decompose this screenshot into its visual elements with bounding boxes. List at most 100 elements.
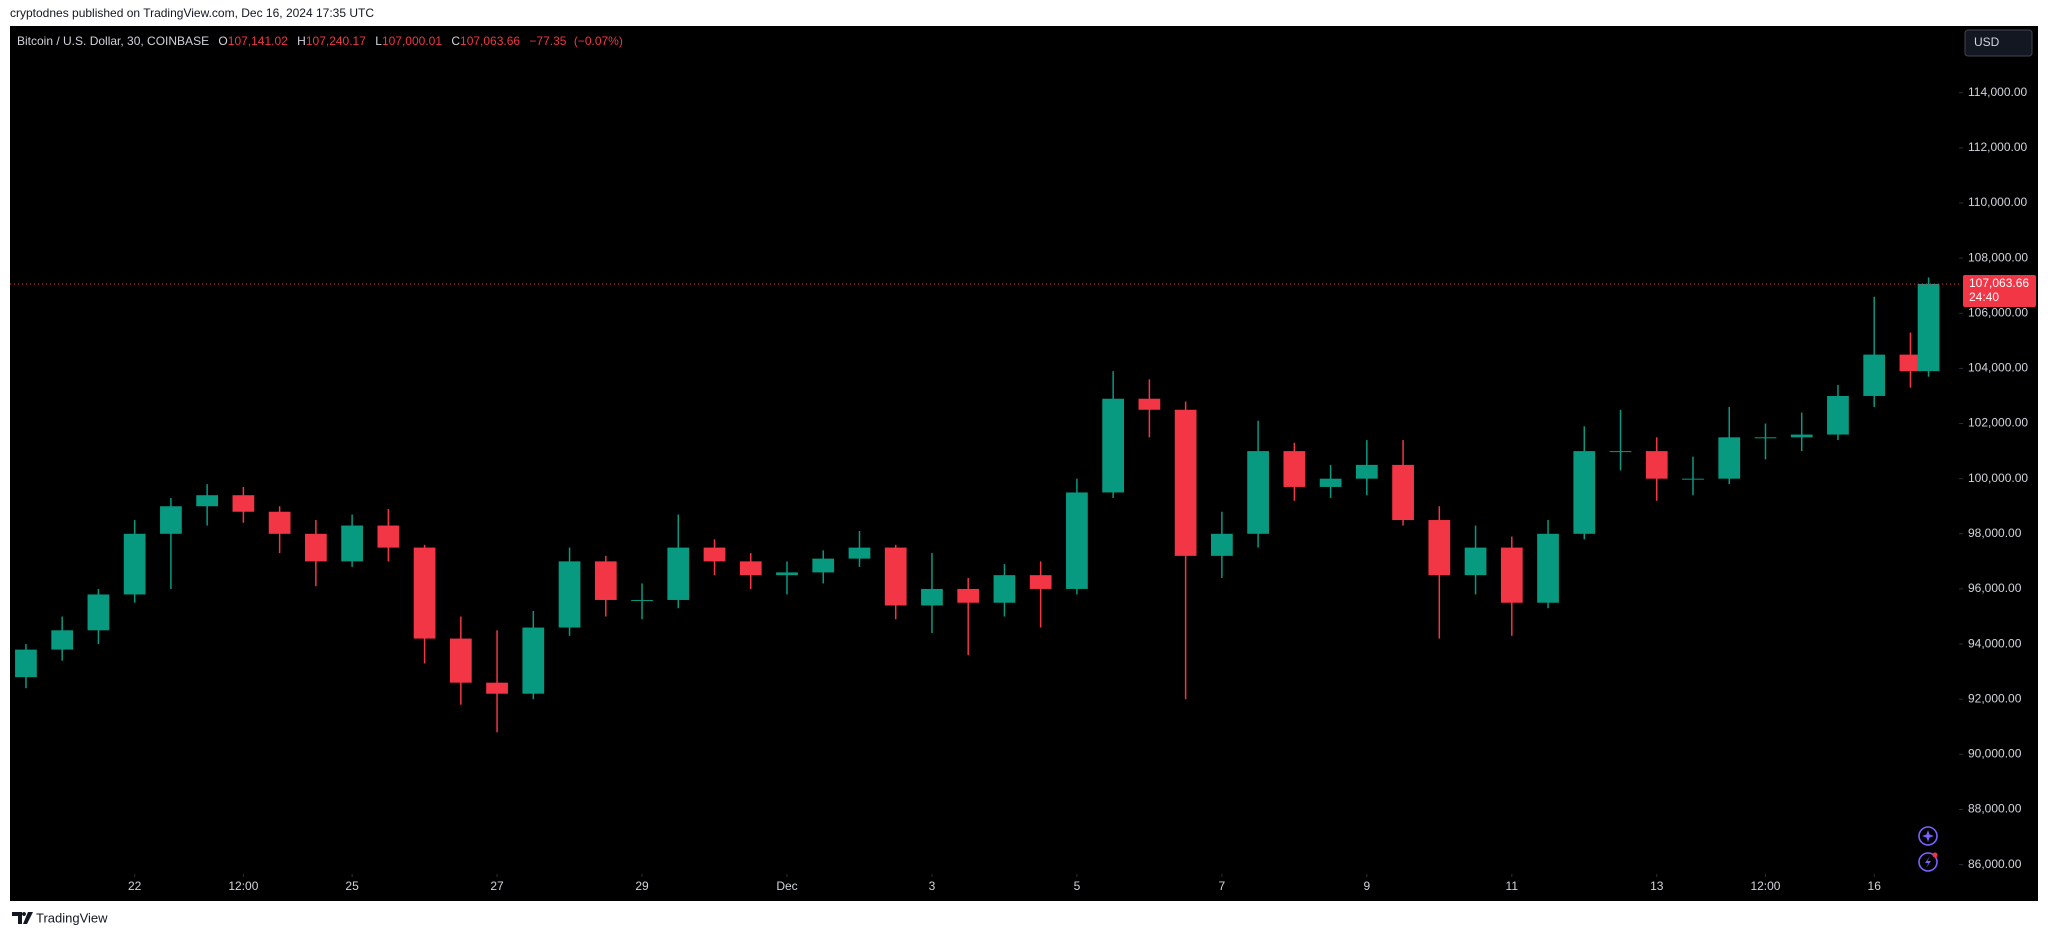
candle-body bbox=[739, 561, 762, 576]
x-tick-label: 3 bbox=[929, 879, 936, 893]
chart-background bbox=[10, 26, 2038, 901]
x-tick-label: 25 bbox=[345, 879, 359, 893]
y-tick-label: 94,000.00 bbox=[1968, 636, 2022, 650]
candle-body bbox=[1283, 451, 1306, 487]
candle-body bbox=[1211, 533, 1233, 556]
published-note: cryptodnes published on TradingView.com,… bbox=[10, 6, 374, 20]
candle-body bbox=[1066, 492, 1088, 589]
alerts-icon-bolt bbox=[1925, 856, 1931, 868]
y-tick-label: 108,000.00 bbox=[1968, 250, 2028, 264]
candle-body bbox=[87, 594, 110, 631]
y-tick-label: 106,000.00 bbox=[1968, 305, 2028, 319]
symbol-title: Bitcoin / U.S. Dollar, 30, COINBASE bbox=[17, 34, 209, 48]
candle-body bbox=[1428, 520, 1451, 576]
brand-name: TradingView bbox=[36, 910, 108, 925]
candle-body bbox=[196, 495, 219, 507]
last-price-label: 107,063.66 bbox=[1969, 276, 2029, 290]
candle-body bbox=[15, 649, 37, 678]
y-tick-label: 86,000.00 bbox=[1968, 857, 2022, 871]
y-tick-label: 104,000.00 bbox=[1968, 361, 2028, 375]
candle-body bbox=[921, 588, 943, 606]
candle-body bbox=[993, 575, 1016, 603]
candle-body bbox=[1464, 547, 1487, 576]
legend-header: Bitcoin / U.S. Dollar, 30, COINBASE O 107… bbox=[17, 34, 623, 48]
y-tick-label: 110,000.00 bbox=[1968, 195, 2027, 209]
y-tick-label: 88,000.00 bbox=[1968, 802, 2022, 816]
ohlc-value: 107,063.66 bbox=[460, 34, 520, 48]
candle-body bbox=[341, 525, 363, 562]
x-tick-label: 7 bbox=[1219, 879, 1226, 893]
candle-body bbox=[667, 547, 690, 600]
candle-body bbox=[449, 638, 472, 683]
candle-body bbox=[377, 525, 400, 548]
assistant-icon[interactable] bbox=[1918, 826, 1938, 846]
x-tick-label: 5 bbox=[1074, 879, 1081, 893]
x-tick-label: 11 bbox=[1506, 879, 1519, 893]
currency-label: USD bbox=[1974, 35, 2000, 49]
x-tick-label: 27 bbox=[490, 879, 504, 893]
candle-body bbox=[1319, 478, 1342, 487]
candle-body bbox=[123, 533, 146, 595]
candle-body bbox=[558, 561, 581, 628]
candle-body bbox=[268, 511, 291, 534]
candle-body bbox=[594, 561, 617, 600]
change: −77.35 bbox=[529, 34, 566, 48]
candle-body bbox=[884, 547, 907, 606]
x-tick-label: 13 bbox=[1650, 879, 1664, 893]
candle-body bbox=[1500, 547, 1523, 603]
y-tick-label: 96,000.00 bbox=[1968, 581, 2022, 595]
candle-body bbox=[304, 533, 327, 562]
ohlc-key: O bbox=[218, 34, 227, 48]
candle-body bbox=[1682, 478, 1704, 480]
candle-body bbox=[1102, 398, 1125, 493]
last-price-box bbox=[1963, 274, 2036, 307]
x-tick-label: 29 bbox=[635, 879, 649, 893]
y-tick-label: 114,000.00 bbox=[1968, 85, 2027, 99]
candle-body bbox=[1863, 354, 1886, 396]
x-tick-label: 12:00 bbox=[228, 879, 258, 893]
candle-body bbox=[812, 558, 835, 573]
candle-body bbox=[1754, 437, 1777, 439]
candle-body bbox=[413, 547, 436, 639]
y-tick-label: 90,000.00 bbox=[1968, 747, 2022, 761]
candle-body bbox=[1827, 395, 1849, 435]
ohlc-key: C bbox=[451, 34, 460, 48]
x-tick-label: 12:00 bbox=[1750, 879, 1780, 893]
candle-body bbox=[1573, 451, 1596, 534]
candle-body bbox=[1917, 283, 1940, 372]
candle-body bbox=[1138, 398, 1161, 410]
candle-body bbox=[1029, 575, 1052, 589]
candle-body bbox=[631, 599, 653, 601]
candle-body bbox=[957, 588, 980, 603]
candle-body bbox=[1790, 434, 1813, 438]
candle-body bbox=[1174, 409, 1197, 556]
candle-body bbox=[1645, 451, 1668, 479]
countdown-label: 24:40 bbox=[1969, 290, 1999, 304]
x-tick-label: Dec bbox=[776, 879, 797, 893]
x-tick-label: 9 bbox=[1363, 879, 1370, 893]
x-tick-label: 16 bbox=[1868, 879, 1882, 893]
y-tick-label: 92,000.00 bbox=[1968, 691, 2022, 705]
ohlc-value: 107,000.01 bbox=[382, 34, 442, 48]
y-tick-label: 100,000.00 bbox=[1968, 471, 2028, 485]
currency-button[interactable] bbox=[1964, 29, 2033, 57]
alerts-icon[interactable] bbox=[1918, 852, 1938, 872]
ohlc-key: L bbox=[375, 34, 382, 48]
candle-body bbox=[776, 572, 798, 576]
change-percent: (−0.07%) bbox=[574, 34, 623, 48]
plot-area: 86,000.00 88,000.00 90,000.00 92,000.00 94,0… bbox=[10, 85, 2036, 893]
brand-logo bbox=[12, 912, 33, 924]
candle-body bbox=[848, 547, 871, 559]
x-tick-label: 22 bbox=[128, 879, 142, 893]
candle-body bbox=[1609, 451, 1632, 453]
candle-body bbox=[1718, 437, 1741, 479]
candle-body bbox=[160, 506, 182, 534]
candle-body bbox=[1355, 464, 1378, 479]
candle-body bbox=[486, 682, 508, 694]
candle-body bbox=[522, 627, 545, 694]
y-tick-label: 98,000.00 bbox=[1968, 526, 2022, 540]
candle-body bbox=[1899, 354, 1922, 372]
candle-body bbox=[51, 630, 74, 650]
